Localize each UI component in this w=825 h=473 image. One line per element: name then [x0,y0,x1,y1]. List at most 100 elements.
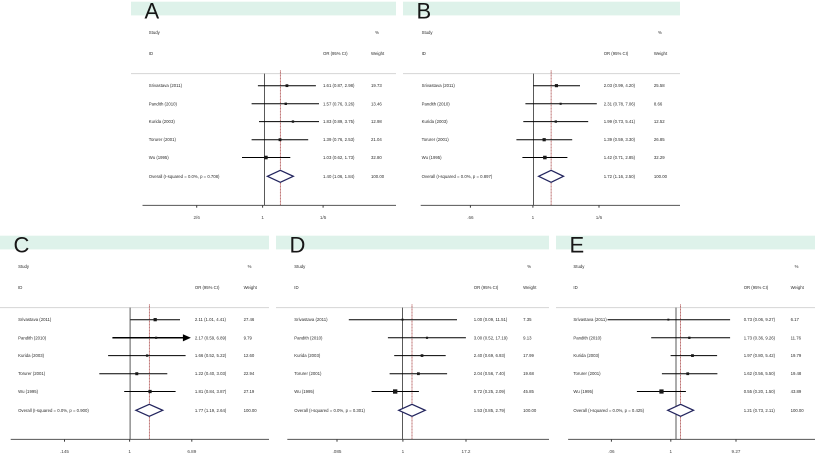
svg-text:Overall (I-squared = 0.0%, p: Overall (I-squared = 0.0%, p = 0.301) [294,408,365,413]
svg-text:Wu (1995): Wu (1995) [294,389,314,394]
svg-text:0.72 (0.25, 2.09): 0.72 (0.25, 2.09) [474,389,506,394]
svg-text:3.00 (0.52, 17.19): 3.00 (0.52, 17.19) [474,336,508,341]
svg-text:Srivastava (2011): Srivastava (2011) [149,83,183,88]
svg-text:2.31 (0.78, 7.06): 2.31 (0.78, 7.06) [604,101,636,106]
svg-text:2.17 (0.59, 6.89): 2.17 (0.59, 6.89) [195,336,227,341]
svg-text:Wu (1995): Wu (1995) [573,389,593,394]
svg-text:1.77 (1.19, 2.64): 1.77 (1.19, 2.64) [195,408,227,413]
svg-text:Overall (I-squared = 0.0%, p: Overall (I-squared = 0.0%, p = 0.900) [18,408,89,413]
svg-text:Srivastava (2011): Srivastava (2011) [573,317,607,322]
svg-text:ID: ID [149,51,153,56]
svg-text:Pandith (2010): Pandith (2010) [422,101,451,106]
svg-text:2/6: 2/6 [194,215,201,220]
svg-text:Kurida (2003): Kurida (2003) [149,119,176,124]
svg-text:100.00: 100.00 [654,174,668,179]
svg-text:Weight: Weight [523,285,537,290]
svg-text:B: B [417,0,432,23]
svg-text:1.73 (0.36, 9.26): 1.73 (0.36, 9.26) [744,336,776,341]
svg-text:0.73 (0.06, 9.27): 0.73 (0.06, 9.27) [744,317,776,322]
svg-text:Torurer (2001): Torurer (2001) [149,137,177,142]
svg-text:1.62 (0.56, 5.50): 1.62 (0.56, 5.50) [744,371,776,376]
svg-text:2.03 (0.99, 4.20): 2.03 (0.99, 4.20) [604,83,636,88]
svg-text:1.66 (0.52, 5.22): 1.66 (0.52, 5.22) [195,353,227,358]
svg-text:32.80: 32.80 [371,155,382,160]
svg-text:1.21 (0.73, 2.11): 1.21 (0.73, 2.11) [744,408,776,413]
svg-text:Weight: Weight [654,51,668,56]
svg-text:1.97 (0.80, 5.42): 1.97 (0.80, 5.42) [744,353,776,358]
svg-text:45.85: 45.85 [523,389,534,394]
svg-text:Pandith (2010): Pandith (2010) [18,336,47,341]
svg-text:1.72 (1.16, 2.50): 1.72 (1.16, 2.50) [604,174,636,179]
svg-text:6.89: 6.89 [187,449,196,454]
svg-text:Weight: Weight [244,285,258,290]
svg-text:Srivastava (2011): Srivastava (2011) [422,83,456,88]
svg-text:.085: .085 [333,449,342,454]
svg-text:C: C [14,234,30,257]
svg-text:E: E [570,234,585,257]
svg-text:1.53 (0.85, 2.79): 1.53 (0.85, 2.79) [474,408,506,413]
svg-text:27.46: 27.46 [244,317,255,322]
svg-text:1: 1 [402,449,405,454]
svg-text:19.48: 19.48 [791,371,802,376]
svg-text:Kurida (2003): Kurida (2003) [573,353,600,358]
svg-text:8.66: 8.66 [654,101,663,106]
svg-text:%: % [375,30,379,35]
svg-text:Wu (1995): Wu (1995) [149,155,169,160]
svg-text:2.40 (0.69, 6.93): 2.40 (0.69, 6.93) [474,353,506,358]
svg-text:ID: ID [18,285,22,290]
svg-text:Kurida (2003): Kurida (2003) [18,353,45,358]
svg-text:2.04 (0.56, 7.40): 2.04 (0.56, 7.40) [474,371,506,376]
svg-text:1: 1 [532,215,535,220]
svg-text:27.19: 27.19 [244,389,255,394]
svg-text:25.58: 25.58 [654,83,665,88]
svg-text:Kurida (2003): Kurida (2003) [422,119,449,124]
svg-text:OR (95% CI): OR (95% CI) [744,285,769,290]
svg-text:1/5: 1/5 [320,215,327,220]
svg-text:Overall (I-squared = 0.0%, p: Overall (I-squared = 0.0%, p = 0.425) [573,408,644,413]
svg-text:1.42 (0.71, 2.85): 1.42 (0.71, 2.85) [604,155,636,160]
svg-text:22.94: 22.94 [244,371,255,376]
svg-text:Pandith (2010): Pandith (2010) [149,101,178,106]
svg-text:19.68: 19.68 [523,371,534,376]
svg-text:7.35: 7.35 [523,317,532,322]
svg-text:OR (95% CI): OR (95% CI) [195,285,220,290]
svg-text:Torurer (2001): Torurer (2001) [294,371,322,376]
svg-text:Overall (I-squared = 0.0%, p: Overall (I-squared = 0.0%, p = 0.708) [149,174,220,179]
svg-text:.145: .145 [60,449,69,454]
svg-text:Overall (I-squared = 0.0%, p: Overall (I-squared = 0.0%, p = 0.897) [422,174,493,179]
svg-text:ID: ID [422,51,426,56]
svg-text:1.40 (1.06, 1.84): 1.40 (1.06, 1.84) [323,174,355,179]
svg-text:32.29: 32.29 [654,155,665,160]
svg-text:1: 1 [670,449,673,454]
svg-text:19.79: 19.79 [791,353,802,358]
svg-text:Study: Study [422,30,434,35]
svg-text:ID: ID [573,285,577,290]
svg-text:100.00: 100.00 [371,174,385,179]
svg-text:12.60: 12.60 [244,353,255,358]
svg-text:%: % [658,30,662,35]
svg-text:OR (95% CI): OR (95% CI) [474,285,499,290]
svg-text:Torurer (2001): Torurer (2001) [18,371,46,376]
svg-text:1.57 (0.76, 3.26): 1.57 (0.76, 3.26) [323,101,355,106]
svg-text:Study: Study [18,264,30,269]
svg-text:9.13: 9.13 [523,336,532,341]
svg-text:9.79: 9.79 [244,336,253,341]
svg-text:11.76: 11.76 [791,336,802,341]
svg-text:Wu (1995): Wu (1995) [422,155,442,160]
svg-text:17.99: 17.99 [523,353,534,358]
svg-text:26.85: 26.85 [654,137,665,142]
svg-text:.06: .06 [608,449,615,454]
svg-text:43.89: 43.89 [791,389,802,394]
svg-text:6.17: 6.17 [791,317,800,322]
svg-text:1.81 (0.84, 3.87): 1.81 (0.84, 3.87) [195,389,227,394]
svg-text:Srivastava (2011): Srivastava (2011) [18,317,52,322]
svg-text:OR (95% CI): OR (95% CI) [323,51,348,56]
svg-text:12.98: 12.98 [371,119,382,124]
svg-text:1.39 (0.76, 2.53): 1.39 (0.76, 2.53) [323,137,355,142]
svg-text:13.46: 13.46 [371,101,382,106]
svg-text:Study: Study [294,264,306,269]
svg-text:Pandith (2010): Pandith (2010) [573,336,602,341]
svg-text:Kurida (2003): Kurida (2003) [294,353,321,358]
svg-text:Torurer (2001): Torurer (2001) [422,137,450,142]
svg-text:1.03 (0.62, 1.73): 1.03 (0.62, 1.73) [323,155,355,160]
